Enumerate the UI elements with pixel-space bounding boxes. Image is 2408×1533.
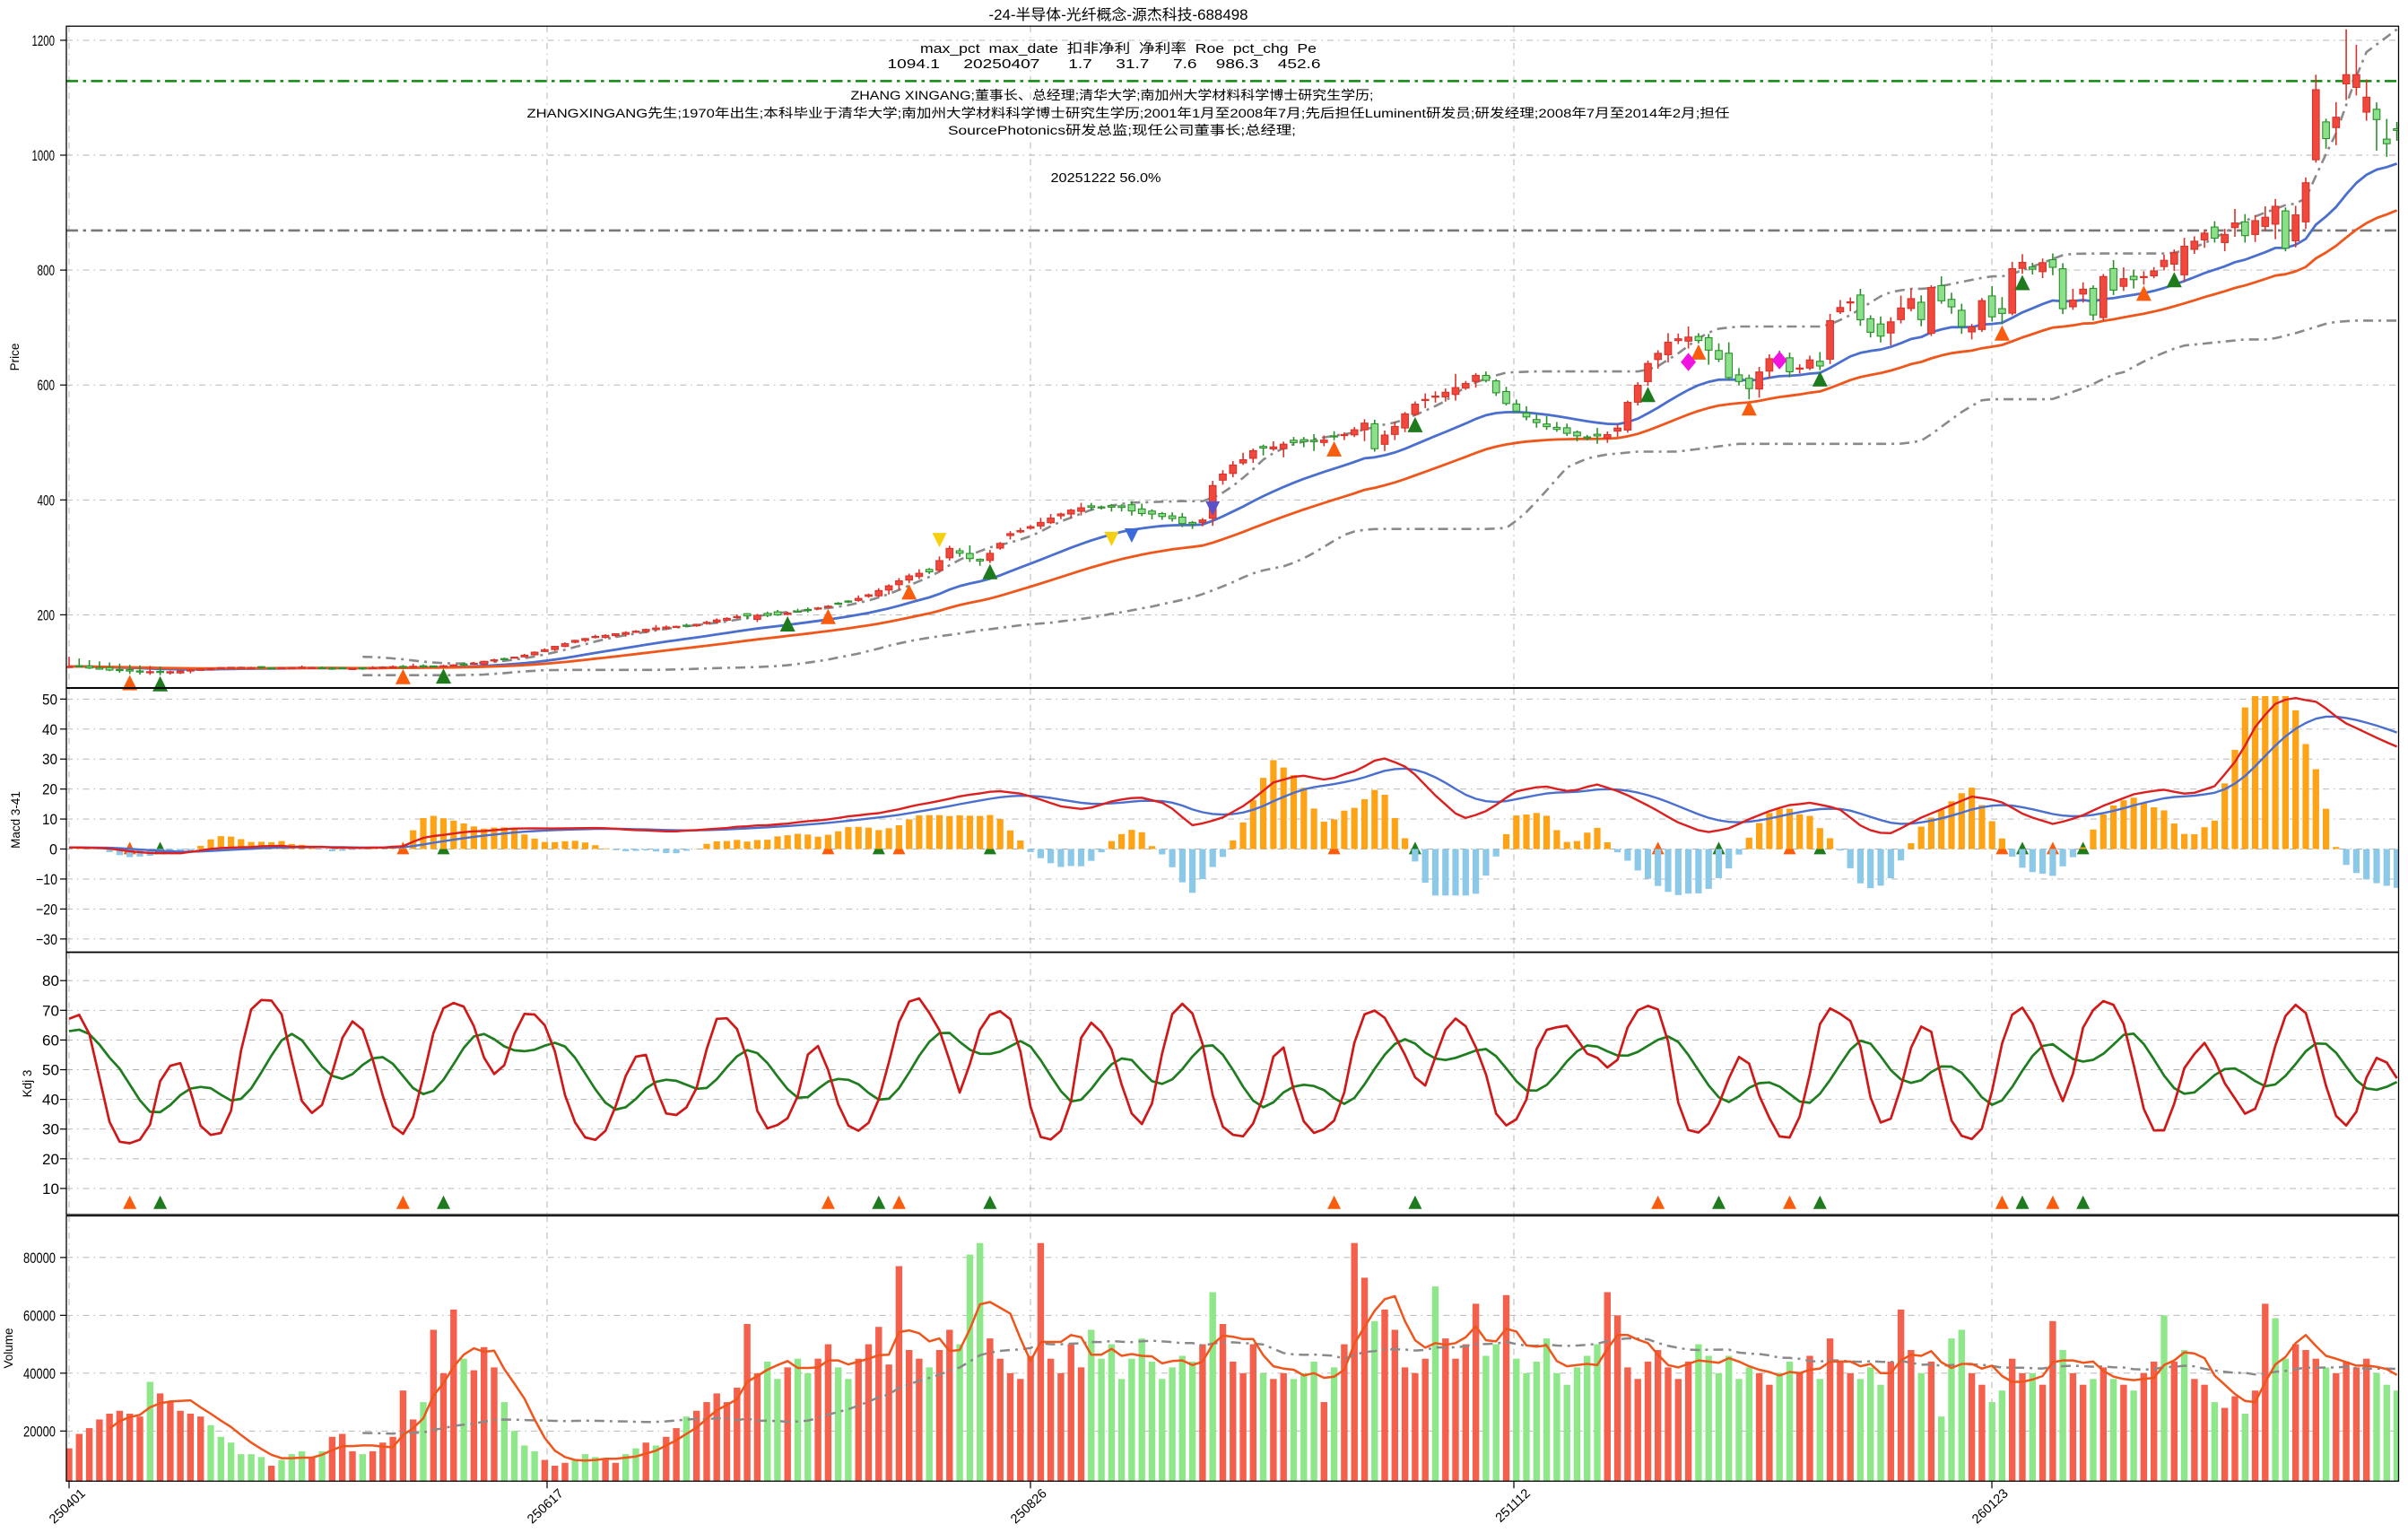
svg-text:Price: Price <box>8 344 22 371</box>
svg-text:1200: 1200 <box>32 33 56 49</box>
svg-text:20: 20 <box>42 782 57 798</box>
svg-text:60: 60 <box>42 1032 59 1049</box>
svg-text:max_pct max_date 扣非净利 净利率: max_pct max_date 扣非净利 净利率 Roe pct_chg Pe <box>920 41 1317 57</box>
svg-text:SourcePhotonics研发总监;现任公司董事长;总经: SourcePhotonics研发总监;现任公司董事长;总经理; <box>948 123 1296 137</box>
svg-text:20000: 20000 <box>23 1424 56 1440</box>
svg-text:40: 40 <box>42 1093 59 1109</box>
svg-text:30: 30 <box>42 752 57 768</box>
svg-text:800: 800 <box>38 263 56 279</box>
svg-text:-24-半导体-光纤概念-源杰科技-688498: -24-半导体-光纤概念-源杰科技-688498 <box>989 5 1248 23</box>
svg-text:50: 50 <box>42 692 57 708</box>
svg-text:30: 30 <box>42 1122 59 1138</box>
svg-text:ZHANG XINGANG;董事长、总经理;清华大学;南加州: ZHANG XINGANG;董事长、总经理;清华大学;南加州大学材料科学博士研究… <box>851 88 1374 102</box>
svg-text:20251222 56.0%: 20251222 56.0% <box>1051 171 1161 186</box>
svg-text:70: 70 <box>42 1003 59 1019</box>
svg-text:60000: 60000 <box>23 1308 56 1324</box>
svg-text:−30: −30 <box>36 932 57 948</box>
svg-text:40000: 40000 <box>23 1366 56 1382</box>
svg-text:40: 40 <box>42 722 57 738</box>
svg-text:0: 0 <box>49 842 57 858</box>
svg-text:Volume: Volume <box>2 1328 15 1368</box>
svg-text:10: 10 <box>42 1181 59 1198</box>
svg-text:Kdj 3: Kdj 3 <box>21 1070 34 1098</box>
svg-text:80: 80 <box>42 973 59 989</box>
svg-text:600: 600 <box>38 378 56 394</box>
svg-text:Macd 3-41: Macd 3-41 <box>9 791 22 849</box>
svg-text:80000: 80000 <box>23 1250 56 1267</box>
svg-text:ZHANGXINGANG先生;1970年出生;本科毕业于清华: ZHANGXINGANG先生;1970年出生;本科毕业于清华大学;南加州大学材料… <box>527 106 1730 120</box>
svg-text:10: 10 <box>42 812 57 828</box>
svg-text:200: 200 <box>38 607 56 623</box>
svg-text:−20: −20 <box>36 902 57 918</box>
svg-text:20: 20 <box>42 1152 59 1168</box>
svg-text:1094.1 20250407 1.7: 1094.1 20250407 1.7 31.7 7.6 986.3 452.6 <box>888 57 1321 72</box>
svg-text:−10: −10 <box>36 872 57 888</box>
svg-text:50: 50 <box>42 1063 59 1079</box>
svg-text:1000: 1000 <box>32 148 56 164</box>
svg-text:400: 400 <box>38 492 56 509</box>
